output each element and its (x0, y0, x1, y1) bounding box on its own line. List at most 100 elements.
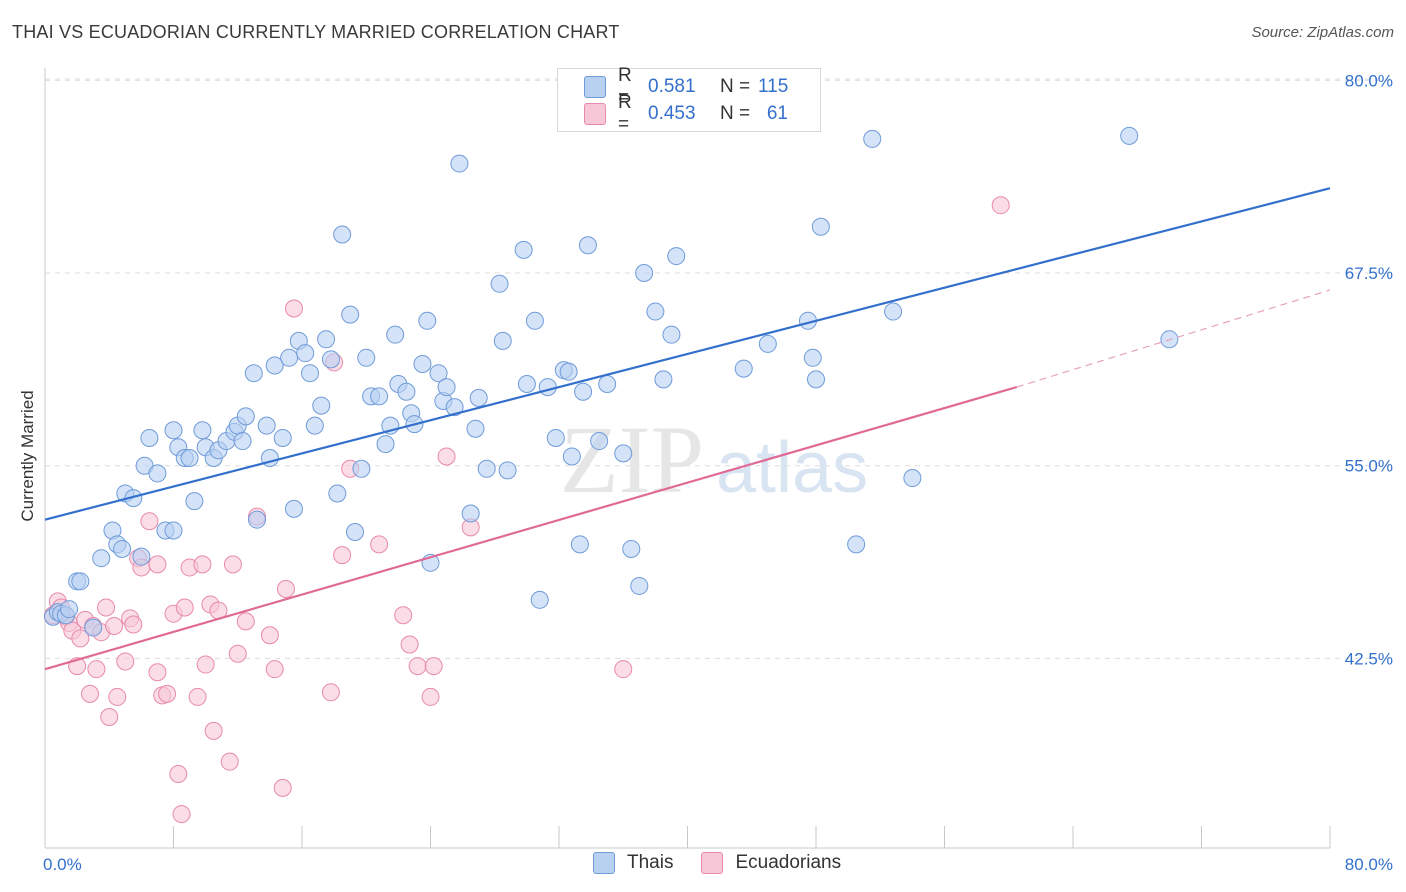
thai-point (807, 370, 825, 389)
thai-point (305, 416, 324, 435)
thai-point (546, 428, 565, 447)
ecuadorian-point (265, 660, 284, 679)
thai-point (257, 416, 276, 435)
thai-point (598, 375, 617, 394)
ecuadorian-point (193, 555, 212, 574)
thai-point (734, 359, 753, 378)
thai-point (1120, 126, 1139, 145)
thai-point (148, 464, 167, 483)
thai-point (450, 154, 469, 173)
thai-point (662, 325, 681, 344)
thai-point (376, 435, 395, 454)
legend-r-label: R = (618, 92, 632, 135)
ecuadorian-point (400, 635, 419, 654)
axes (44, 68, 1331, 849)
thai-point (164, 421, 183, 440)
thai-point (437, 378, 456, 397)
thai-point (469, 388, 488, 407)
ecuadorian-point (321, 683, 340, 702)
thai-point (397, 382, 416, 401)
thai-point (370, 387, 389, 406)
ecuadorian-point (158, 684, 177, 703)
thai-point (622, 539, 641, 558)
thai-point (578, 236, 597, 255)
thai-point (517, 375, 536, 394)
thai-point (180, 449, 199, 467)
y-tick-label: 67.5% (1345, 264, 1393, 283)
legend-r-value: 0.453 (648, 103, 696, 124)
thai-point (493, 331, 512, 350)
thai-point (333, 225, 352, 244)
thai-point (803, 348, 822, 367)
thai-point (758, 334, 777, 353)
thai-point (635, 264, 654, 283)
x-tick-label-max: 80.0% (1345, 855, 1393, 874)
thai-point (386, 325, 405, 344)
thai-point (646, 302, 665, 321)
thai-point (667, 247, 686, 266)
zipatlas-watermark: ZIP atlas (560, 406, 868, 513)
ecuadorian-point (140, 512, 159, 531)
legend-r-value: 0.581 (648, 76, 696, 97)
thai-point (590, 432, 609, 451)
ecuadorian-point (437, 447, 456, 466)
legend-n-value: 61 (766, 103, 788, 124)
thai-point (248, 510, 267, 529)
thai-point (346, 522, 365, 541)
thai-point (284, 499, 303, 518)
thai-point (562, 447, 581, 466)
thai-point (461, 504, 480, 523)
legend-item-thais: Thais (593, 852, 673, 874)
thai-point (185, 492, 204, 511)
thai-point (530, 590, 549, 609)
thai-point (265, 356, 284, 375)
ecuadorian-point (80, 684, 99, 703)
thai-point (466, 419, 485, 438)
thai-trend-line (44, 187, 1331, 521)
ecuadorian-point (169, 765, 188, 784)
thai-point (317, 330, 336, 349)
x-tick-label-min: 0.0% (43, 855, 82, 874)
thai-point (429, 364, 448, 383)
source-label: Source: ZipAtlas.com (1251, 24, 1394, 41)
thai-point (630, 576, 649, 595)
watermark-zip: ZIP (560, 406, 704, 513)
correlation-legend: R = 0.581 N = 115 R = 0.453 N = 61 (557, 65, 821, 135)
chart-title: THAI VS ECUADORIAN CURRENTLY MARRIED COR… (12, 22, 620, 42)
thai-point (614, 444, 633, 463)
thai-point (884, 302, 903, 321)
ecuadorian-point (260, 626, 279, 645)
ecuadorian-point (196, 655, 215, 674)
thai-point (84, 618, 103, 637)
legend-swatch-ecuadorians (701, 852, 724, 874)
thai-point (574, 382, 593, 401)
thai-point (847, 535, 866, 554)
ecuadorian-point (276, 580, 295, 599)
thai-point (132, 547, 151, 566)
ecuadorian-point (424, 657, 443, 676)
thai-point (559, 362, 578, 381)
thai-point (301, 364, 320, 383)
thai-point (71, 572, 90, 591)
ecuadorian-point (124, 615, 143, 634)
thai-point (654, 370, 673, 389)
thai-point (164, 521, 183, 540)
thai-point (273, 428, 292, 447)
ecuadorian-point (614, 660, 633, 679)
thai-points (44, 126, 1179, 637)
thai-point (413, 354, 432, 373)
legend-n-label: N = (720, 103, 751, 124)
thai-point (418, 311, 437, 330)
ecuadorian-point (87, 660, 106, 679)
ecuadorian-point (71, 629, 90, 648)
thai-point (233, 432, 252, 451)
thai-point (236, 407, 255, 426)
thai-point (357, 348, 376, 367)
thai-point (296, 344, 315, 363)
y-tick-label: 55.0% (1345, 457, 1393, 476)
legend-swatch-ecuadorians (584, 103, 606, 125)
thai-point (477, 459, 496, 478)
ecuadorian-trend-line (44, 386, 1018, 671)
ecuadorian-point (228, 644, 247, 663)
